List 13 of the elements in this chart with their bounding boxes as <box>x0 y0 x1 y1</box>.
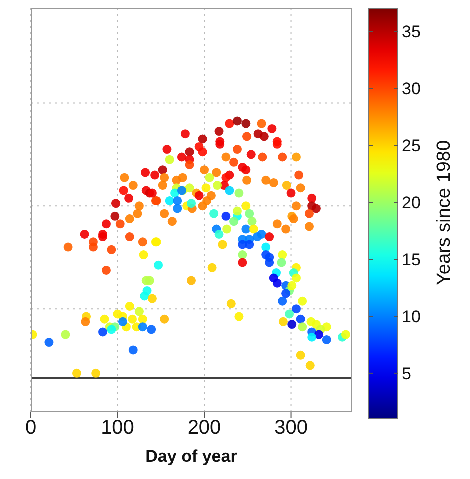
color-bar-label: 30 <box>402 80 421 99</box>
color-bar-label: 10 <box>402 307 421 326</box>
color-bar-title: Years since 1980 <box>434 140 455 286</box>
x-tick-label: 300 <box>274 417 308 440</box>
x-axis-title: Day of year <box>146 447 238 466</box>
color-bar-label: 35 <box>402 22 421 42</box>
x-tick-label: 100 <box>101 417 134 440</box>
x-tick-label: 200 <box>188 417 222 440</box>
x-tick-label: 0 <box>25 417 37 440</box>
color-bar-label: 25 <box>402 136 421 156</box>
color-bar-label: 5 <box>402 364 412 384</box>
color-bar-label: 20 <box>402 194 421 213</box>
color-bar-label: 15 <box>402 250 421 270</box>
